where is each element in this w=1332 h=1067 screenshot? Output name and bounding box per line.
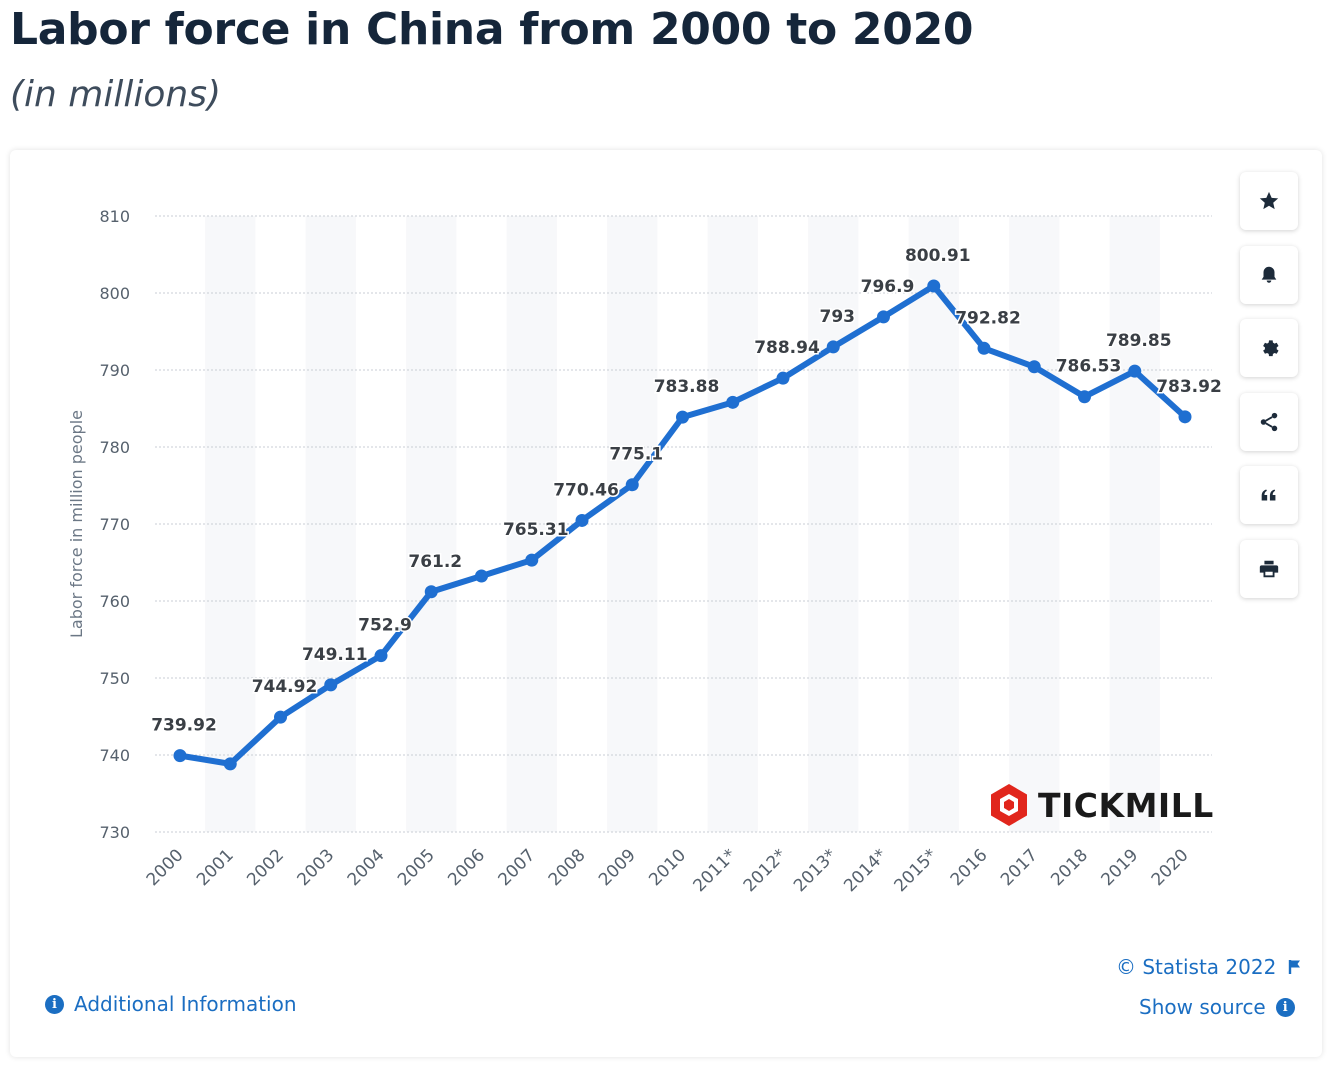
x-tick-label: 2001 — [193, 845, 238, 890]
quote-icon[interactable] — [1240, 466, 1298, 524]
y-tick-label: 770 — [99, 515, 130, 534]
x-tick-label: 2003 — [294, 845, 339, 890]
data-point[interactable] — [676, 410, 689, 424]
x-tick-label: 2009 — [595, 845, 640, 890]
additional-information-text: Additional Information — [74, 992, 297, 1016]
y-tick-label: 740 — [99, 746, 130, 765]
y-tick-label: 780 — [99, 438, 130, 457]
copyright-text: © Statista 2022 — [1116, 955, 1277, 979]
data-point[interactable] — [324, 678, 338, 692]
chart-card: 730 740 750 760 770 780 790 800 810 2000 2001 2002… — [10, 150, 1322, 1057]
x-tick-label: 2005 — [394, 845, 439, 890]
y-axis-label: Labor force in million people — [67, 410, 86, 638]
x-tick-label: 2008 — [545, 845, 590, 890]
data-point[interactable] — [424, 585, 438, 599]
data-point[interactable] — [625, 478, 639, 492]
data-label: 744.92 — [252, 677, 318, 697]
x-tick-label: 2007 — [495, 845, 540, 890]
page-title: Labor force in China from 2000 to 2020 — [10, 4, 974, 55]
show-source-text: Show source — [1139, 995, 1266, 1019]
data-point[interactable] — [374, 649, 388, 663]
x-tick-label: 2016 — [947, 845, 992, 890]
data-point[interactable] — [223, 757, 237, 771]
share-icon[interactable] — [1240, 393, 1298, 451]
data-point[interactable] — [525, 553, 539, 567]
x-tick-label: 2012* — [740, 845, 791, 896]
flag-icon — [1289, 960, 1301, 974]
data-label: 796.9 — [861, 277, 915, 297]
x-tick-label: 2014* — [840, 845, 891, 896]
x-tick-label: 2019 — [1098, 845, 1143, 890]
data-point[interactable] — [575, 513, 589, 527]
x-tick-label: 2015* — [891, 845, 942, 896]
data-label: 786.53 — [1056, 357, 1122, 377]
x-tick-label: 2011* — [690, 845, 741, 896]
bell-icon[interactable] — [1240, 246, 1298, 304]
additional-information-link[interactable]: i Additional Information — [45, 992, 297, 1016]
data-point[interactable] — [927, 279, 941, 293]
x-tick-label: 2018 — [1047, 845, 1092, 890]
x-tick-label: 2017 — [997, 845, 1042, 890]
data-label: 752.9 — [358, 616, 412, 636]
gear-icon[interactable] — [1240, 319, 1298, 377]
data-label: 770.46 — [553, 480, 619, 500]
y-tick-label: 760 — [99, 592, 130, 611]
data-label: 765.31 — [503, 520, 569, 540]
data-point[interactable] — [1178, 410, 1192, 424]
line-chart: 730 740 750 760 770 780 790 800 810 2000 2001 2002… — [67, 207, 1223, 896]
data-point[interactable] — [826, 340, 840, 354]
x-tick-label: 2000 — [143, 845, 188, 890]
print-icon[interactable] — [1240, 540, 1298, 598]
data-label: 793 — [820, 307, 856, 327]
data-label: 783.92 — [1156, 377, 1222, 397]
data-label: 775.1 — [609, 445, 663, 465]
data-point[interactable] — [173, 749, 187, 763]
data-point[interactable] — [726, 395, 740, 409]
data-label: 749.11 — [302, 645, 368, 665]
info-icon: i — [45, 994, 64, 1014]
x-tick-label: 2006 — [444, 845, 489, 890]
y-tick-label: 800 — [99, 284, 130, 303]
data-point[interactable] — [776, 371, 790, 385]
info-icon: i — [1275, 997, 1295, 1017]
data-point[interactable] — [977, 341, 991, 355]
x-tick-label: 2004 — [344, 845, 389, 890]
data-point[interactable] — [1078, 390, 1091, 404]
tickmill-logo: TICKMILL — [988, 782, 1214, 828]
data-label: 739.92 — [151, 716, 217, 736]
y-tick-label: 810 — [99, 207, 130, 226]
star-icon[interactable] — [1240, 172, 1298, 230]
x-tick-label: 2020 — [1148, 845, 1193, 890]
page-subtitle: (in millions) — [10, 74, 222, 115]
x-tick-label: 2010 — [645, 845, 690, 890]
data-label: 788.94 — [754, 338, 820, 358]
data-point[interactable] — [877, 310, 890, 324]
y-tick-label: 750 — [99, 669, 130, 688]
data-label: 792.82 — [955, 308, 1021, 328]
show-source-link[interactable]: Show source i — [1139, 995, 1295, 1019]
x-tick-label: 2002 — [243, 845, 288, 890]
statista-copyright[interactable]: © Statista 2022 — [1116, 955, 1302, 979]
data-point[interactable] — [1027, 360, 1041, 374]
data-label: 761.2 — [408, 552, 462, 572]
data-label: 800.91 — [905, 246, 971, 266]
y-tick-label: 730 — [99, 823, 130, 842]
tickmill-logo-text: TICKMILL — [1038, 785, 1214, 825]
data-label: 783.88 — [654, 377, 720, 397]
x-tick-label: 2013* — [790, 845, 841, 896]
data-point[interactable] — [1128, 364, 1142, 378]
data-point[interactable] — [274, 710, 287, 724]
data-label: 789.85 — [1106, 331, 1172, 351]
tickmill-logo-icon — [991, 784, 1027, 826]
y-tick-label: 790 — [99, 361, 130, 380]
data-point[interactable] — [475, 569, 488, 583]
